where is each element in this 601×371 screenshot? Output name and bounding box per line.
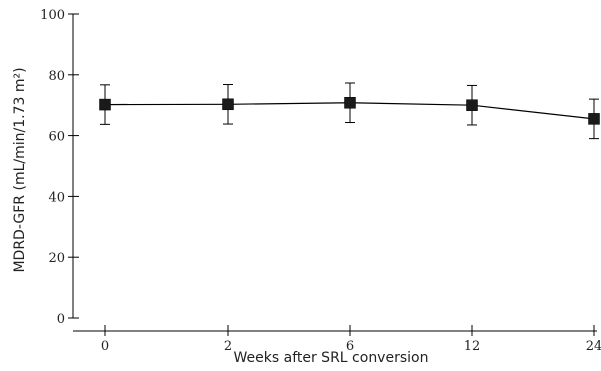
y-tick-label: 40 [48,190,65,205]
y-tick-label: 100 [40,8,65,23]
y-tick-label: 0 [57,312,65,327]
plot-area [99,82,600,140]
x-tick-label: 12 [464,339,481,354]
x-tick-label: 6 [346,339,354,354]
x-tick-label: 24 [586,339,601,354]
y-tick-label: 20 [48,251,65,266]
y-tick-label: 60 [48,130,65,145]
data-point-marker [466,99,478,111]
y-axis: 0 20 40 60 80 100 [40,8,79,327]
x-tick-label: 0 [101,339,109,354]
y-axis-title: MDRD-GFR (mL/min/1.73 m²) [12,67,28,272]
data-point-marker [344,97,356,109]
data-point-marker [99,98,111,111]
data-point-marker [588,113,600,125]
data-point-marker [222,98,234,111]
y-tick-label: 80 [48,69,65,84]
x-tick-label: 2 [224,339,232,354]
x-axis-title: Weeks after SRL conversion [234,350,429,366]
x-axis: 0 2 6 12 24 [73,325,601,354]
